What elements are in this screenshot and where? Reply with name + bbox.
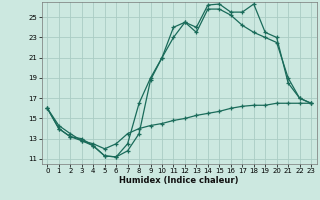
X-axis label: Humidex (Indice chaleur): Humidex (Indice chaleur)	[119, 176, 239, 185]
